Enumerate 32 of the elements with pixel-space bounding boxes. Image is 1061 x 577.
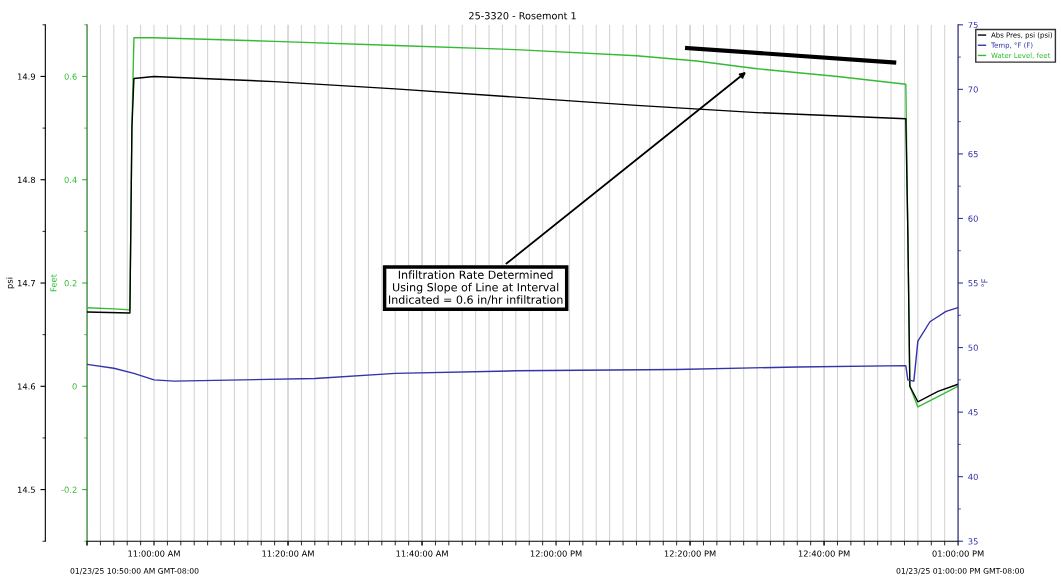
x-tick-label: 11:20:00 AM (262, 550, 314, 557)
y3-tick-label: 45 (968, 409, 978, 416)
x-tick-label: 12:20:00 PM (664, 550, 716, 557)
y3-tick-label: 50 (968, 344, 978, 351)
chart-title: 25-3320 - Rosemont 1 (469, 12, 576, 20)
x-tick-label: 11:40:00 AM (396, 550, 448, 557)
y3-tick-label: 55 (968, 280, 978, 287)
y3-tick-label: 65 (968, 150, 978, 158)
x-tick-label: 12:00:00 PM (530, 550, 582, 557)
y2-tick-label: 14.7 (17, 280, 35, 287)
y-axis-title: Feet (50, 274, 57, 292)
y3-tick-label: 60 (968, 215, 978, 222)
y2-tick-label: 14.5 (17, 486, 35, 493)
y3-tick-label: 35 (968, 538, 978, 545)
line-series (87, 306, 959, 382)
y3-axis-title: °F (981, 279, 988, 287)
y-tick-label: 0 (72, 383, 77, 390)
y2-tick-label: 14.9 (17, 73, 36, 80)
y3-tick-label: 70 (968, 86, 978, 93)
y2-tick-label: 14.8 (17, 176, 36, 184)
y3-tick-label: 75 (968, 21, 978, 29)
x-tick-label: 11:00:00 AM (128, 550, 180, 557)
y2-axis-title: psi (6, 277, 15, 289)
x-tick-label: 01:00:00 PM (932, 550, 984, 557)
x-tick-label: 12:40:00 PM (798, 550, 850, 557)
y-tick-label: 0.6 (64, 73, 77, 80)
y-tick-label: -0.2 (61, 486, 77, 493)
y-tick-label: 0.4 (64, 176, 77, 184)
y3-tick-label: 40 (968, 473, 978, 480)
y-tick-label: 0.2 (64, 280, 77, 287)
annotation: Infiltration Rate Determined Using Slope of Line at Interval Indicated = 0.6 in/hr infiltration (389, 270, 563, 305)
y2-tick-label: 14.6 (17, 383, 36, 390)
